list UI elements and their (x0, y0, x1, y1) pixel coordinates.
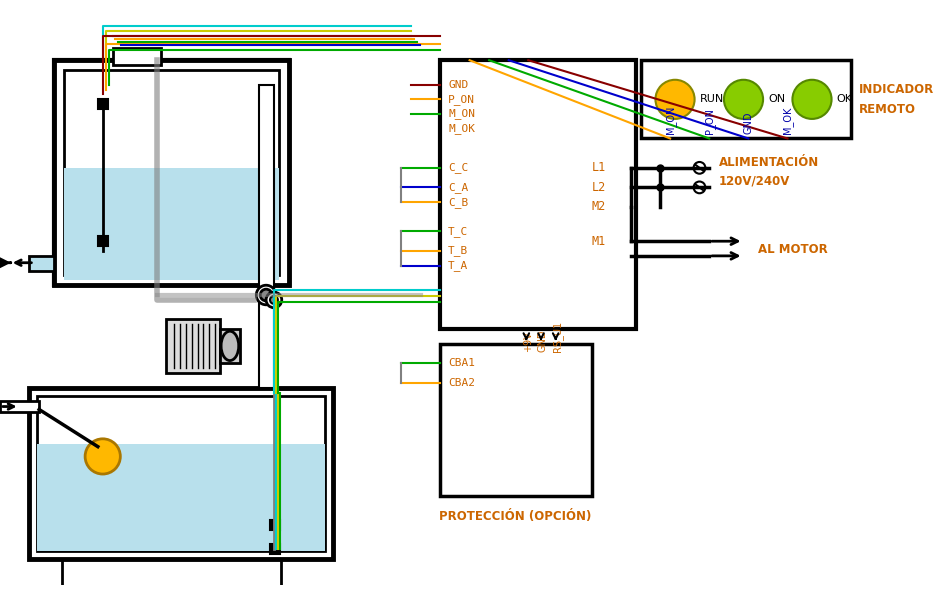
Bar (37, 396, 324, 551)
Bar (63, 70, 279, 275)
Text: L2: L2 (592, 181, 606, 194)
Text: T_A: T_A (448, 260, 468, 271)
Bar (29, 388, 333, 559)
Bar (37, 444, 324, 551)
Text: P_ON: P_ON (448, 94, 475, 105)
Text: +9V: +9V (523, 331, 534, 352)
Bar (640, 60, 851, 138)
Bar (113, 47, 162, 65)
Circle shape (266, 292, 282, 308)
Bar (0, 401, 39, 413)
Text: PROTECCIÓN (OPCIÓN): PROTECCIÓN (OPCIÓN) (439, 510, 592, 523)
Text: M2: M2 (592, 200, 606, 213)
Text: M_OK: M_OK (782, 106, 793, 134)
Text: M1: M1 (592, 235, 606, 248)
Bar (220, 329, 239, 363)
Text: RS_U1: RS_U1 (552, 321, 563, 352)
Text: C_A: C_A (448, 182, 468, 193)
Text: C_C: C_C (448, 163, 468, 173)
Text: CBA1: CBA1 (448, 359, 475, 369)
Text: M_ON: M_ON (448, 109, 475, 119)
Text: REMOTO: REMOTO (859, 103, 916, 116)
Text: RUN: RUN (699, 95, 724, 105)
Text: M_OK: M_OK (448, 124, 475, 134)
Text: GND: GND (538, 329, 548, 352)
Bar (259, 85, 274, 388)
Circle shape (693, 162, 706, 174)
Circle shape (260, 289, 272, 301)
Circle shape (793, 80, 832, 119)
Text: GND: GND (744, 111, 753, 134)
Text: T_B: T_B (448, 245, 468, 256)
Text: L1: L1 (592, 161, 606, 174)
Bar (61, 538, 281, 591)
Bar (166, 320, 220, 374)
Bar (97, 99, 108, 109)
Bar (270, 520, 280, 530)
Text: M_ON: M_ON (665, 105, 675, 134)
Bar (54, 60, 289, 285)
Bar (97, 236, 108, 246)
Circle shape (256, 285, 276, 305)
Text: 120V/240V: 120V/240V (719, 174, 791, 187)
Bar (63, 168, 279, 280)
Text: T_C: T_C (448, 226, 468, 237)
Circle shape (270, 296, 278, 304)
Text: OK: OK (836, 95, 852, 105)
Text: ALIMENTACIÓN: ALIMENTACIÓN (719, 157, 819, 170)
Text: CBA2: CBA2 (448, 378, 475, 388)
Text: ON: ON (768, 95, 785, 105)
Circle shape (724, 80, 763, 119)
Text: GND: GND (448, 80, 468, 90)
Text: C_B: C_B (448, 197, 468, 207)
Circle shape (85, 439, 120, 474)
Text: INDICADOR: INDICADOR (859, 83, 935, 96)
Bar (440, 344, 592, 496)
Circle shape (693, 181, 706, 193)
Bar (29, 256, 54, 271)
Text: AL MOTOR: AL MOTOR (758, 242, 828, 255)
Bar (54, 60, 289, 285)
Text: P_ON: P_ON (704, 108, 715, 134)
Circle shape (656, 80, 694, 119)
Bar (440, 60, 636, 329)
Bar (270, 544, 280, 554)
Ellipse shape (221, 331, 238, 361)
